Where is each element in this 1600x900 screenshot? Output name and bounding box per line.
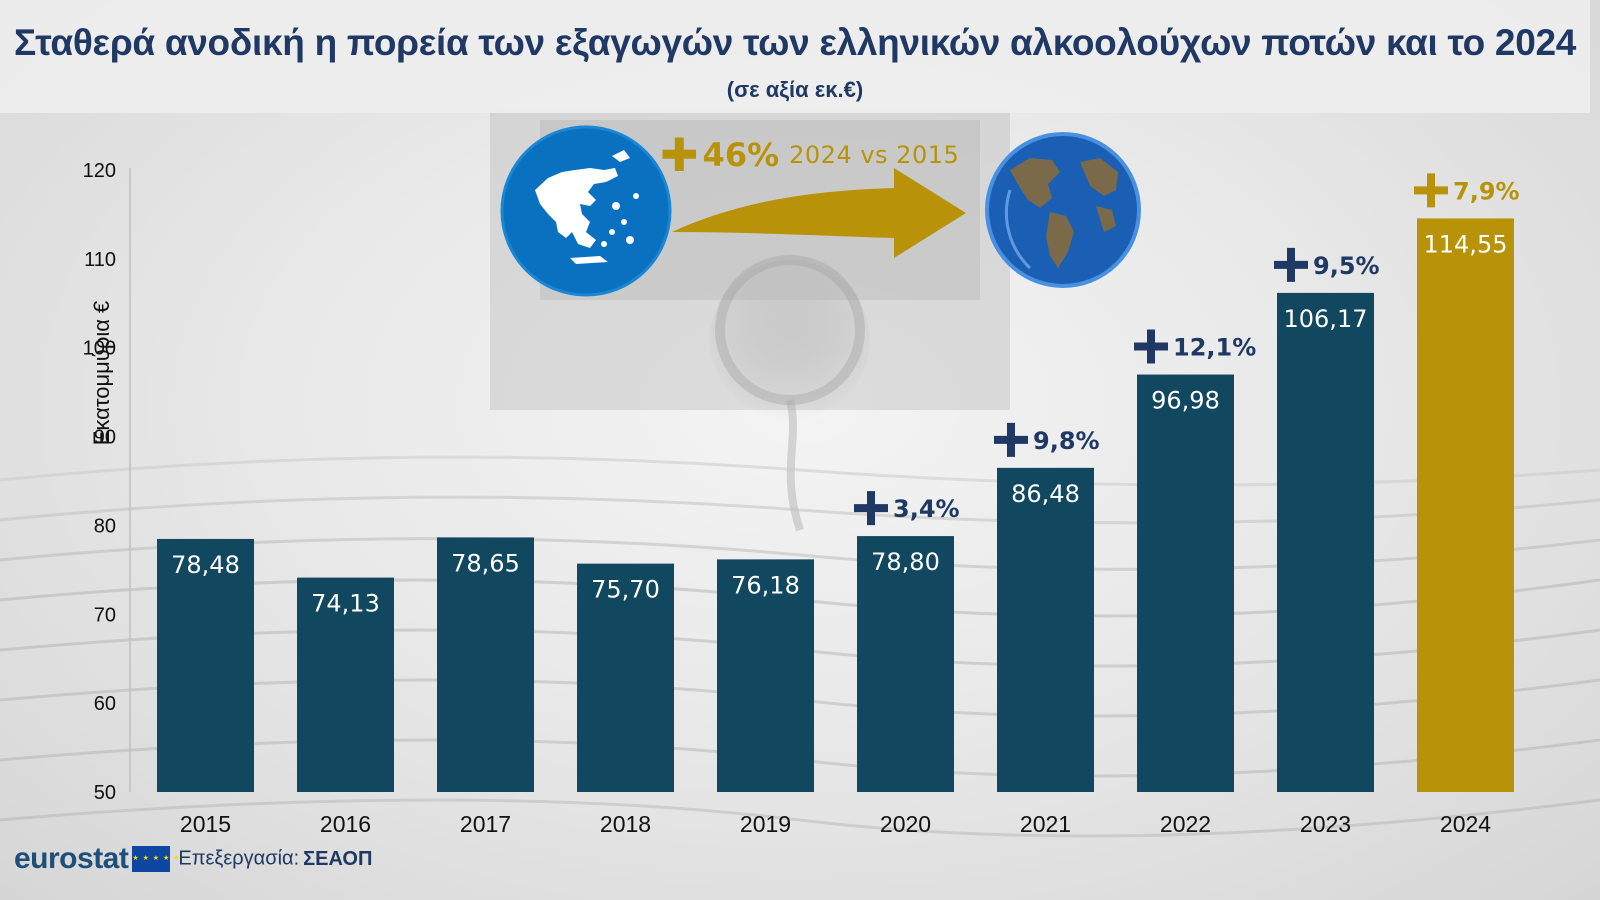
bar-2020 <box>857 536 954 792</box>
chart-title: Σταθερά ανοδική η πορεία των εξαγωγών τω… <box>13 22 1577 63</box>
x-tick-label: 2022 <box>1160 811 1211 837</box>
chart-subtitle: (σε αξία εκ.€) <box>726 77 864 102</box>
bar-2019 <box>717 559 814 792</box>
plus-icon <box>854 491 888 526</box>
title-band <box>0 0 1590 113</box>
growth-annotation-2023: 9,5% <box>1274 247 1380 282</box>
x-tick-label: 2020 <box>880 811 931 837</box>
y-tick-label: 60 <box>94 693 116 715</box>
growth-label: 9,8% <box>1033 427 1100 455</box>
x-tick-label: 2017 <box>460 811 511 837</box>
y-tick-label: 120 <box>83 160 116 182</box>
bar-value-label: 76,18 <box>731 571 800 599</box>
growth-label: 3,4% <box>893 495 960 523</box>
bar-value-label: 86,48 <box>1011 480 1080 508</box>
x-tick-label: 2023 <box>1300 811 1351 837</box>
x-tick-label: 2019 <box>740 811 791 837</box>
eu-flag-icon: ★ ★ ★ ★ ★ <box>132 846 180 872</box>
arrow-right-icon <box>672 168 966 258</box>
greece-map-icon <box>500 125 672 297</box>
bar-2017 <box>437 537 534 792</box>
x-tick-label: 2021 <box>1020 811 1071 837</box>
bar-value-label: 75,70 <box>591 576 660 604</box>
overall-change-comparison: 2024 vs 2015 <box>789 141 960 169</box>
bar-2023 <box>1277 292 1374 792</box>
growth-annotation-2024: 7,9% <box>1414 173 1520 208</box>
bar-2022 <box>1137 374 1234 792</box>
plus-icon <box>1274 247 1308 282</box>
overall-change-value: 46% <box>702 136 780 174</box>
processed-by-org: ΣΕΑΟΠ <box>303 847 373 870</box>
bar-2015 <box>157 538 254 792</box>
x-tick-label: 2015 <box>180 811 231 837</box>
plus-icon <box>1414 173 1448 208</box>
bar-2024 <box>1417 218 1514 793</box>
bar-value-label: 78,65 <box>451 549 520 577</box>
bar-value-label: 74,13 <box>311 590 380 618</box>
bar-value-label: 78,48 <box>171 551 240 579</box>
growth-annotation-2022: 12,1% <box>1134 329 1256 364</box>
bar-2016 <box>297 577 394 792</box>
growth-annotation-2020: 3,4% <box>854 491 960 526</box>
overall-change: ✚ 46% 2024 vs 2015 <box>660 128 959 182</box>
eurostat-logo: eurostat <box>14 842 129 875</box>
bar-2018 <box>577 563 674 792</box>
x-axis: 2015 2016 2017 2018 2019 2020 2021 2022 2023 2024 <box>180 811 1491 837</box>
growth-label: 12,1% <box>1173 334 1256 362</box>
plus-icon <box>1134 329 1168 364</box>
plus-icon: ✚ <box>660 128 699 182</box>
y-tick-label: 110 <box>84 249 116 271</box>
plus-icon <box>994 422 1028 457</box>
y-tick-label: 80 <box>94 515 116 537</box>
growth-label: 9,5% <box>1313 252 1380 280</box>
bar-value-label: 106,17 <box>1284 305 1368 333</box>
x-tick-label: 2016 <box>320 811 371 837</box>
source-footer: eurostat ★ ★ ★ ★ ★ Επεξεργασία: ΣΕΑΟΠ <box>14 842 372 876</box>
bar-2021 <box>997 467 1094 792</box>
y-tick-label: 100 <box>83 338 116 360</box>
y-tick-label: 70 <box>94 604 116 626</box>
x-tick-label: 2018 <box>600 811 651 837</box>
bars: 78,48 74,13 78,65 75,70 76,18 78,80 86,48 96,98… <box>157 218 1514 793</box>
y-tick-label: 90 <box>94 427 116 449</box>
processed-by-label: Επεξεργασία: <box>178 847 300 870</box>
growth-annotations: 3,4% 9,8% 12,1% 9,5% 7,9% <box>854 173 1520 526</box>
globe-icon <box>985 132 1141 288</box>
y-axis-label: Εκατομμύρια € <box>89 300 114 446</box>
bar-value-label: 78,80 <box>871 548 940 576</box>
x-tick-label: 2024 <box>1440 811 1491 837</box>
growth-annotation-2021: 9,8% <box>994 422 1100 457</box>
growth-label: 7,9% <box>1453 177 1520 205</box>
bar-value-label: 114,55 <box>1424 230 1508 258</box>
bar-value-label: 96,98 <box>1151 387 1220 415</box>
y-tick-label: 50 <box>94 782 116 804</box>
y-axis: 50 60 70 80 90 100 110 120 <box>83 160 131 804</box>
